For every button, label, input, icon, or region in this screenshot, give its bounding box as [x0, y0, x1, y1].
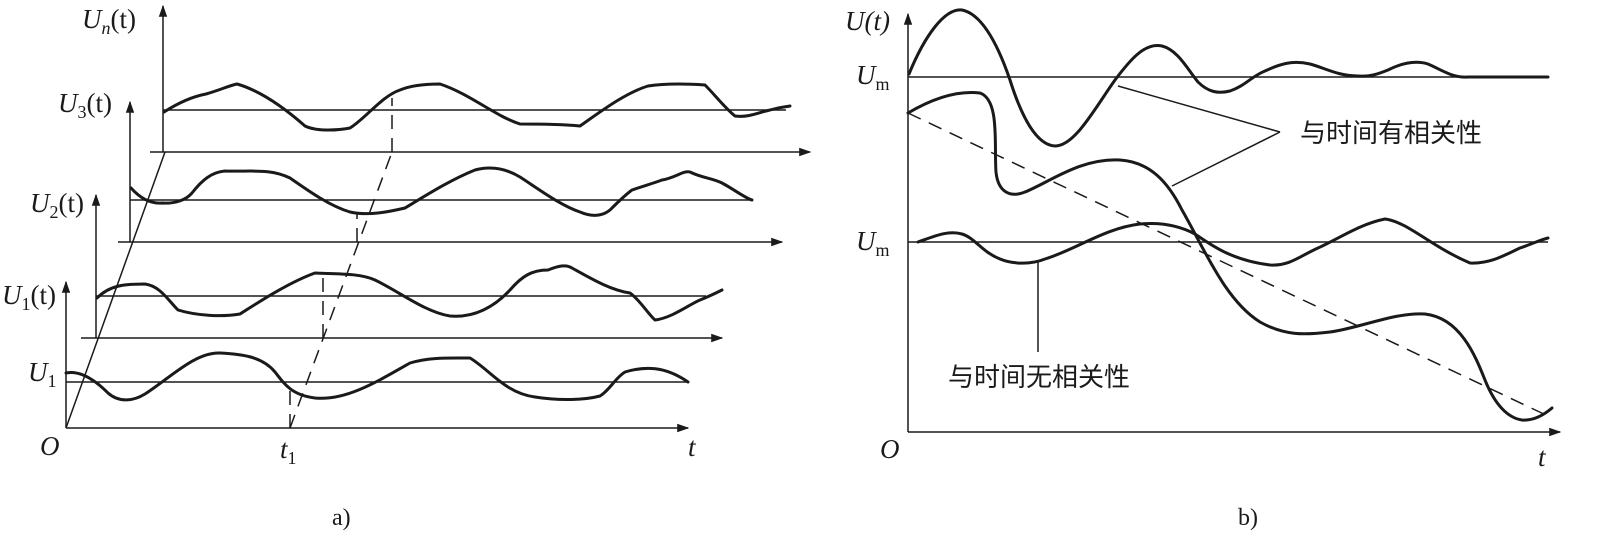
- panel-b-time-axis-label: t: [1538, 442, 1547, 472]
- panel-b-annotation-uncorrelated: 与时间无相关性: [948, 363, 1130, 393]
- panel-a-time-axis-label: t: [688, 432, 697, 462]
- panel-b-level-label-upper: Um: [856, 60, 890, 94]
- panel-a-axis-label-2: U2(t): [30, 188, 84, 222]
- panel-a-level-label: U1: [28, 357, 57, 391]
- panel-b-trend-line: [907, 112, 1549, 417]
- panel-a-waveform-4: [162, 82, 792, 132]
- panel-a-axis-label-4: Un(t): [82, 4, 136, 38]
- panel-b-caption: b): [1238, 505, 1258, 531]
- panel-a-origin-label: O: [40, 431, 60, 461]
- panel-b-upper-curve: [907, 8, 1550, 148]
- panel-a-caption: a): [332, 505, 351, 531]
- panel-b-origin-label: O: [880, 434, 900, 464]
- panel-b: O t U(t) Um Um 与时间有相关性 与时间无相关性 b): [845, 6, 1562, 531]
- panel-b-leader-correlated-1: [1117, 85, 1281, 133]
- panel-b-leader-correlated-2: [1171, 131, 1281, 187]
- panel-a: O t t1 U1 U1(t) U2(t) U3(t) Un(t) a): [2, 4, 812, 531]
- panel-b-level-label-lower: Um: [856, 226, 890, 260]
- panel-a-time-trace: [289, 151, 393, 429]
- panel-b-lower-curve: [916, 217, 1550, 267]
- panel-a-axis-label-3: U3(t): [58, 88, 112, 122]
- panel-b-nonstationary-curve: [906, 90, 1554, 422]
- panel-a-waveform-3: [129, 166, 754, 217]
- panel-b-y-axis-label: U(t): [845, 6, 890, 36]
- panel-b-annotation-correlated: 与时间有相关性: [1300, 119, 1482, 149]
- panel-a-time-marker-label: t1: [280, 434, 297, 468]
- panel-a-axis-label-1: U1(t): [2, 280, 56, 314]
- panel-a-waveform-2: [95, 264, 724, 322]
- panel-a-waveform-1: [64, 351, 690, 402]
